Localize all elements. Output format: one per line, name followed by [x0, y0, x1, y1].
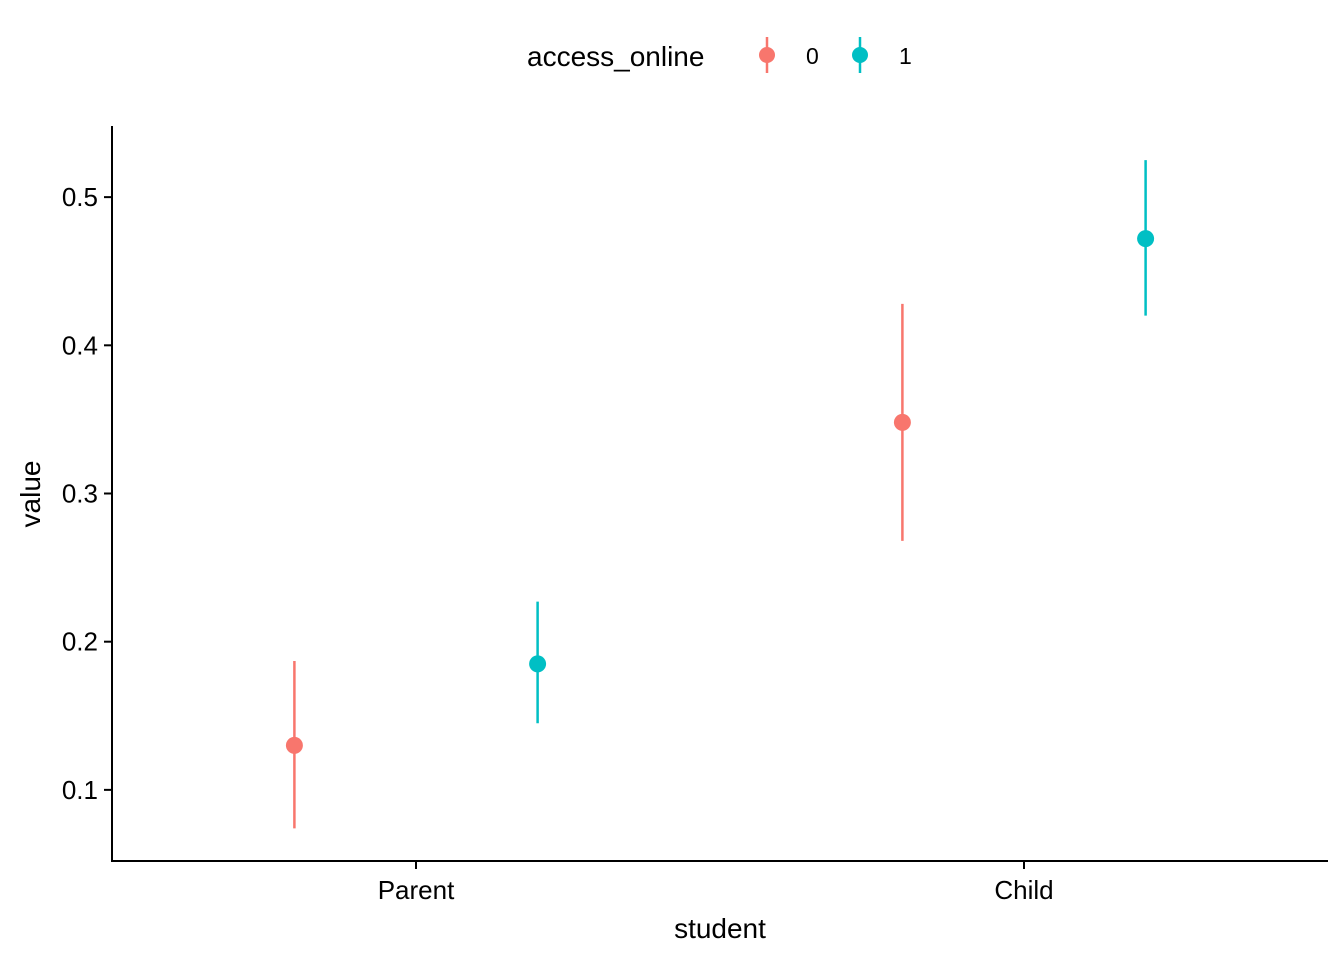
- data-point: [893, 413, 911, 431]
- data-point: [1137, 230, 1155, 248]
- x-axis-title: student: [674, 913, 766, 944]
- data-point: [529, 655, 547, 673]
- y-tick-label: 0.5: [62, 182, 98, 212]
- legend-label-0: 0: [806, 43, 819, 69]
- data-point: [285, 736, 303, 754]
- y-axis-title: value: [15, 461, 46, 528]
- y-tick-label: 0.1: [62, 775, 98, 805]
- x-ticks: Parent Child: [378, 861, 1054, 905]
- legend-label-1: 1: [899, 43, 912, 69]
- y-tick-label: 0.2: [62, 627, 98, 657]
- plot-marks: [285, 160, 1155, 829]
- y-ticks: 0.1 0.2 0.3 0.4 0.5: [62, 182, 112, 805]
- x-tick-label: Parent: [378, 875, 455, 905]
- legend-key-0: [759, 37, 775, 73]
- y-tick-label: 0.4: [62, 330, 98, 360]
- legend-key-0-point: [759, 47, 775, 63]
- legend-key-1: [852, 37, 868, 73]
- x-tick-label: Child: [994, 875, 1053, 905]
- y-tick-label: 0.3: [62, 479, 98, 509]
- legend: access_online 0 1: [527, 37, 912, 73]
- legend-key-1-point: [852, 47, 868, 63]
- legend-title: access_online: [527, 41, 704, 72]
